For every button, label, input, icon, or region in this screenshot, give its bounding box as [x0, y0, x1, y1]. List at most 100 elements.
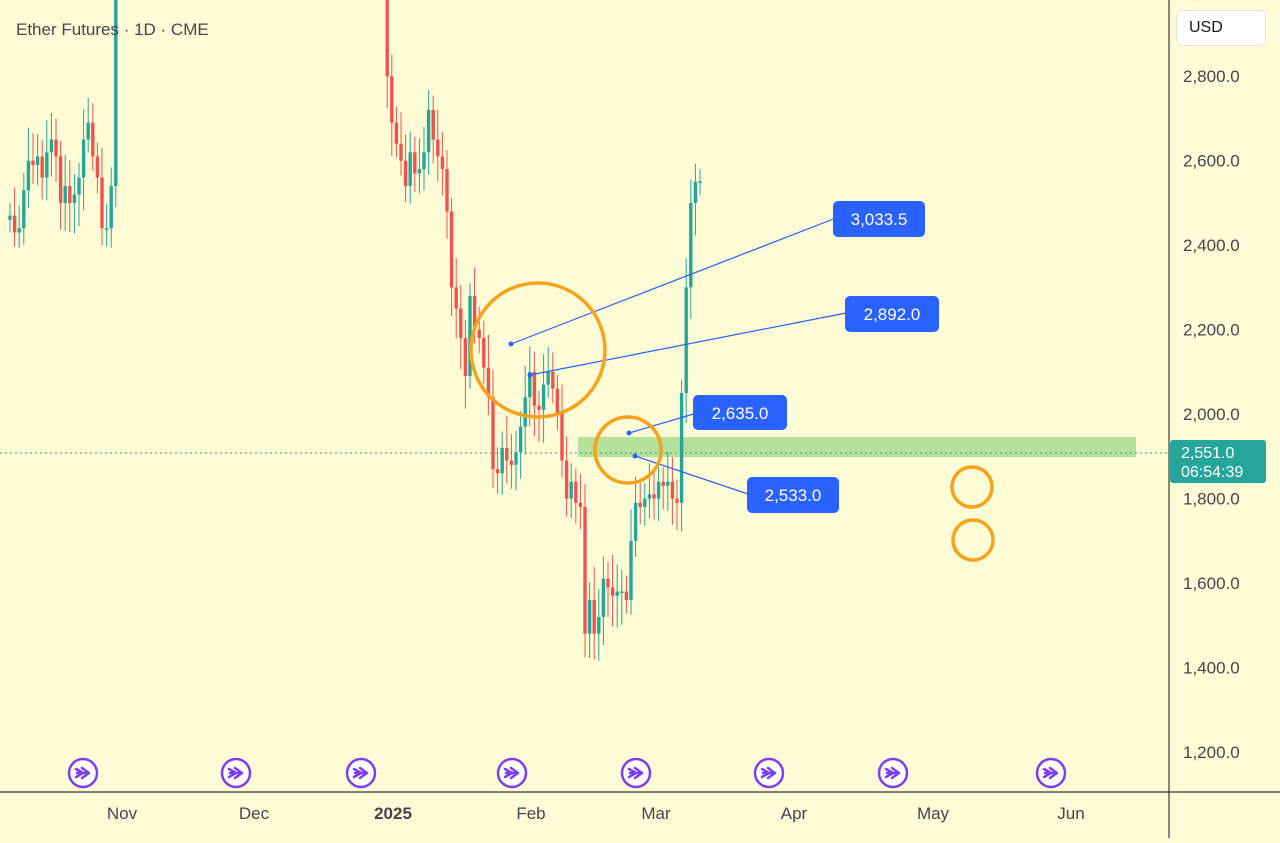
- candle: [109, 167, 113, 248]
- candle: [26, 127, 31, 209]
- candle: [408, 131, 412, 204]
- candle: [422, 126, 426, 191]
- last-price-badge: 2,551.0 06:54:39: [1170, 440, 1266, 483]
- candle: [633, 476, 638, 557]
- candle: [81, 109, 86, 211]
- candle: [426, 90, 431, 175]
- candle: [86, 97, 90, 153]
- candle: [597, 588, 601, 661]
- candle: [413, 137, 417, 192]
- candle: [629, 509, 633, 615]
- price-tick-label: 2,200.0: [1183, 321, 1240, 340]
- forward-arrow-circle-icon[interactable]: [620, 757, 652, 789]
- candle: [528, 346, 532, 427]
- candle: [417, 138, 422, 194]
- candle: [523, 365, 527, 455]
- candle: [698, 168, 702, 195]
- candle: [574, 468, 578, 524]
- time-tick-label: 2025: [374, 804, 412, 823]
- candle: [505, 415, 509, 484]
- candle: [449, 197, 454, 317]
- candle: [463, 319, 468, 409]
- candle: [95, 142, 100, 194]
- candle: [509, 433, 514, 489]
- annotation-label-2635[interactable]: 2,635.0: [693, 395, 787, 430]
- time-tick-label: Mar: [641, 804, 671, 823]
- candle: [684, 258, 688, 423]
- candle: [491, 369, 495, 489]
- candle: [624, 575, 629, 614]
- candle: [689, 179, 693, 319]
- candle: [661, 467, 665, 510]
- forward-arrow-circle-icon[interactable]: [753, 757, 785, 789]
- candle: [679, 379, 684, 532]
- candle: [541, 354, 546, 443]
- time-tick-label: Apr: [781, 804, 808, 823]
- candle: [652, 469, 656, 520]
- candle: [77, 162, 81, 227]
- candle: [31, 133, 35, 184]
- candle: [546, 346, 550, 398]
- candle: [532, 351, 537, 437]
- time-tick-label: Jun: [1057, 804, 1084, 823]
- forward-arrow-circle-icon[interactable]: [67, 757, 99, 789]
- candle: [431, 95, 435, 164]
- candle: [22, 172, 26, 245]
- price-tick-label: 2,600.0: [1183, 152, 1240, 171]
- highlight-circle-small-lower: [951, 518, 995, 562]
- candle: [45, 120, 49, 201]
- candle: [615, 564, 619, 628]
- candle: [606, 561, 610, 617]
- candle: [72, 174, 77, 234]
- candle: [63, 154, 67, 231]
- price-tick-label: 2,000.0: [1183, 405, 1240, 424]
- candle: [514, 431, 518, 491]
- candle: [454, 258, 458, 339]
- forward-arrow-circle-icon[interactable]: [345, 757, 377, 789]
- currency-button[interactable]: USD: [1176, 10, 1266, 46]
- annotation-label-2533[interactable]: 2,533.0: [747, 477, 839, 513]
- candle: [495, 447, 500, 494]
- candle: [49, 112, 54, 177]
- candle: [587, 582, 592, 659]
- annotation-text: 2,635.0: [712, 404, 769, 423]
- candle: [100, 148, 104, 246]
- annotation-text: 2,533.0: [765, 486, 822, 505]
- candle: [468, 283, 472, 389]
- candle: [17, 205, 21, 248]
- candle: [500, 431, 504, 495]
- forward-arrow-circle-icon[interactable]: [220, 757, 252, 789]
- price-tick-label: 1,600.0: [1183, 574, 1240, 593]
- candle: [403, 134, 408, 203]
- annotation-label-3033[interactable]: 3,033.5: [833, 201, 925, 237]
- last-price-countdown: 06:54:39: [1181, 464, 1243, 481]
- annotation-text: 2,892.0: [864, 305, 921, 324]
- candle: [385, 0, 389, 109]
- candle: [569, 463, 573, 519]
- candle: [620, 569, 624, 625]
- candle: [693, 163, 698, 236]
- candle: [8, 202, 12, 233]
- candle: [54, 118, 58, 182]
- forward-arrow-circle-icon[interactable]: [1035, 757, 1067, 789]
- candle: [445, 150, 449, 239]
- candle: [482, 320, 486, 385]
- event-markers: [67, 757, 1067, 789]
- highlight-circles: [469, 281, 995, 562]
- highlight-circle-mid: [593, 415, 663, 485]
- forward-arrow-circle-icon[interactable]: [496, 757, 528, 789]
- candle: [68, 160, 72, 233]
- candle: [114, 0, 118, 207]
- support-zone: [578, 437, 1136, 457]
- last-price-value: 2,551.0: [1181, 445, 1234, 462]
- price-tick-label: 2,800.0: [1183, 67, 1240, 86]
- candle: [666, 451, 670, 511]
- forward-arrow-circle-icon[interactable]: [877, 757, 909, 789]
- candle: [578, 474, 583, 529]
- candle: [638, 482, 642, 525]
- candle: [390, 54, 394, 157]
- price-tick-label: 3,000.0: [1183, 0, 1240, 2]
- annotation-label-2892[interactable]: 2,892.0: [845, 296, 939, 332]
